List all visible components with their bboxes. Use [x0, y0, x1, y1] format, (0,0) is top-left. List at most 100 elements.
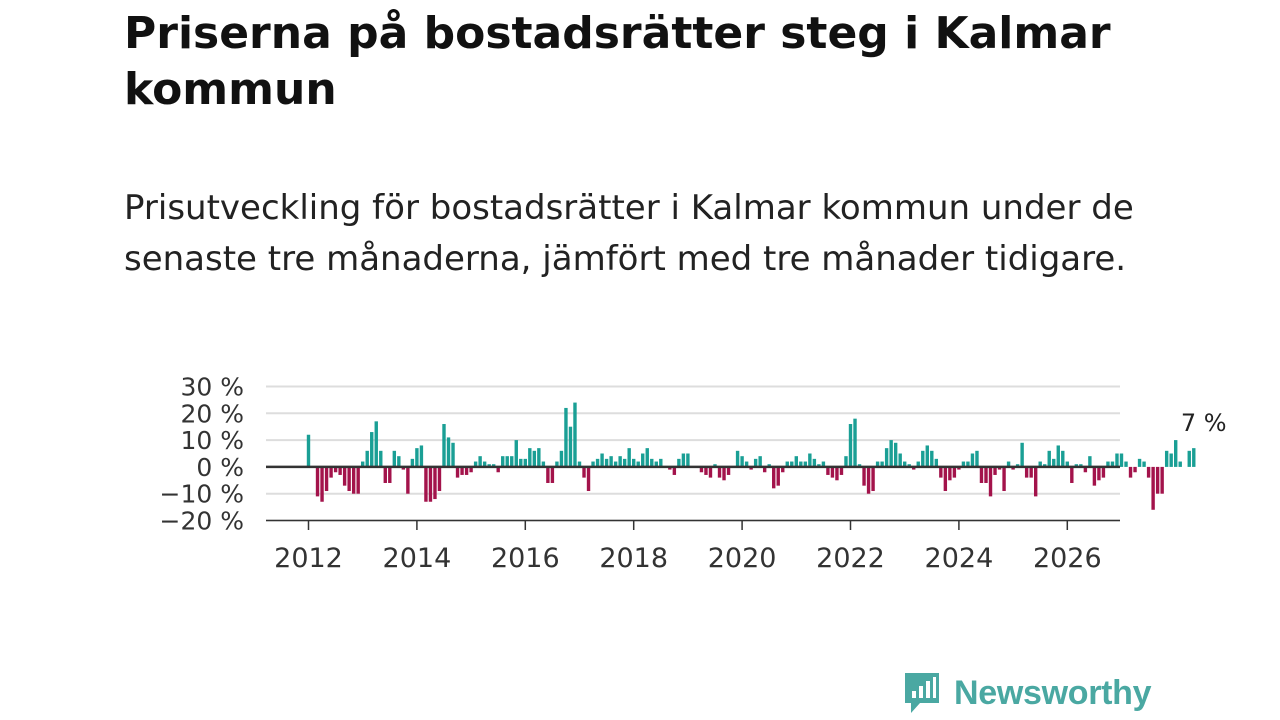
bar: [803, 461, 808, 467]
bar: [921, 450, 925, 467]
y-tick-label: 30 %: [180, 373, 244, 402]
bar: [591, 461, 595, 467]
bar: [559, 450, 564, 467]
bar: [582, 466, 586, 478]
bar: [934, 458, 939, 467]
bar: [903, 461, 907, 467]
bar: [1043, 464, 1047, 467]
bar: [781, 466, 785, 473]
bar: [1006, 461, 1011, 467]
bar: [379, 450, 383, 467]
bar: [451, 442, 455, 467]
bar: [826, 466, 830, 475]
newsworthy-logo-icon: [905, 673, 939, 713]
brand-logo: Newsworthy: [902, 670, 1152, 716]
bar: [1174, 440, 1178, 467]
bar: [645, 448, 649, 467]
bar: [1151, 466, 1155, 510]
bar: [600, 453, 604, 467]
bar: [916, 461, 920, 467]
bar: [898, 453, 902, 467]
bar: [753, 458, 758, 467]
bar: [473, 461, 478, 467]
bar: [794, 456, 798, 467]
bar: [546, 466, 550, 483]
bar: [1033, 466, 1038, 497]
x-tick-label: 2020: [708, 543, 777, 574]
bar: [1146, 466, 1151, 478]
x-tick-label: 2018: [599, 543, 668, 574]
bar: [762, 466, 767, 473]
bar: [428, 466, 433, 502]
bar: [966, 461, 970, 467]
bar: [401, 466, 406, 470]
bar: [961, 461, 966, 467]
bar: [306, 434, 311, 467]
bar: [681, 453, 686, 467]
bar: [708, 466, 713, 478]
bar: [767, 464, 771, 467]
y-tick-label: −10 %: [160, 480, 244, 509]
bar: [668, 466, 672, 470]
bar: [930, 450, 934, 467]
bar: [943, 466, 948, 492]
bar: [1047, 450, 1051, 467]
bar: [1119, 453, 1124, 467]
bar: [496, 466, 500, 473]
bar: [871, 466, 875, 492]
x-tick-label: 2026: [1033, 543, 1102, 574]
bar: [726, 466, 731, 475]
bar: [880, 461, 884, 467]
bar: [347, 466, 351, 492]
bar: [1192, 448, 1196, 467]
bar: [501, 456, 505, 467]
bar: [627, 448, 631, 467]
bar: [1133, 466, 1137, 473]
bar: [586, 466, 591, 492]
bar: [677, 458, 681, 467]
bar: [632, 458, 636, 467]
bar: [735, 450, 740, 467]
bar: [1052, 458, 1056, 467]
x-tick-label: 2024: [925, 543, 994, 574]
bar: [1029, 466, 1033, 478]
bar: [912, 466, 916, 470]
chart-title: Priserna på bostadsrätter steg i Kalmar …: [124, 8, 1111, 115]
x-tick-label: 2012: [274, 543, 343, 574]
bar: [1097, 466, 1101, 481]
bar: [338, 466, 342, 475]
bar: [433, 466, 437, 500]
bar: [609, 456, 613, 467]
bar: [979, 466, 984, 483]
bar: [1061, 450, 1065, 467]
bar: [875, 461, 880, 467]
bar: [568, 426, 573, 467]
last-value-label: 7 %: [1181, 409, 1227, 437]
bar: [1070, 466, 1074, 483]
bar: [469, 466, 473, 473]
bar: [564, 407, 568, 467]
bar: [333, 466, 338, 473]
bar: [975, 450, 979, 467]
bar: [776, 466, 780, 486]
bar: [993, 466, 997, 475]
y-tick-label: 20 %: [180, 399, 244, 428]
bar: [1101, 466, 1106, 478]
bar: [514, 440, 518, 467]
bar: [1106, 461, 1110, 467]
bar: [1079, 464, 1083, 467]
bar: [686, 453, 690, 467]
bar: [532, 450, 537, 467]
bar: [948, 466, 952, 481]
bar: [1155, 466, 1160, 494]
bar: [717, 466, 722, 478]
bar: [939, 466, 943, 478]
bar: [893, 442, 898, 467]
bar: [848, 424, 853, 467]
bar: [1164, 450, 1169, 467]
bar: [1015, 464, 1020, 467]
bar: [862, 466, 866, 486]
bar: [1002, 466, 1006, 492]
bar: [1056, 445, 1060, 467]
